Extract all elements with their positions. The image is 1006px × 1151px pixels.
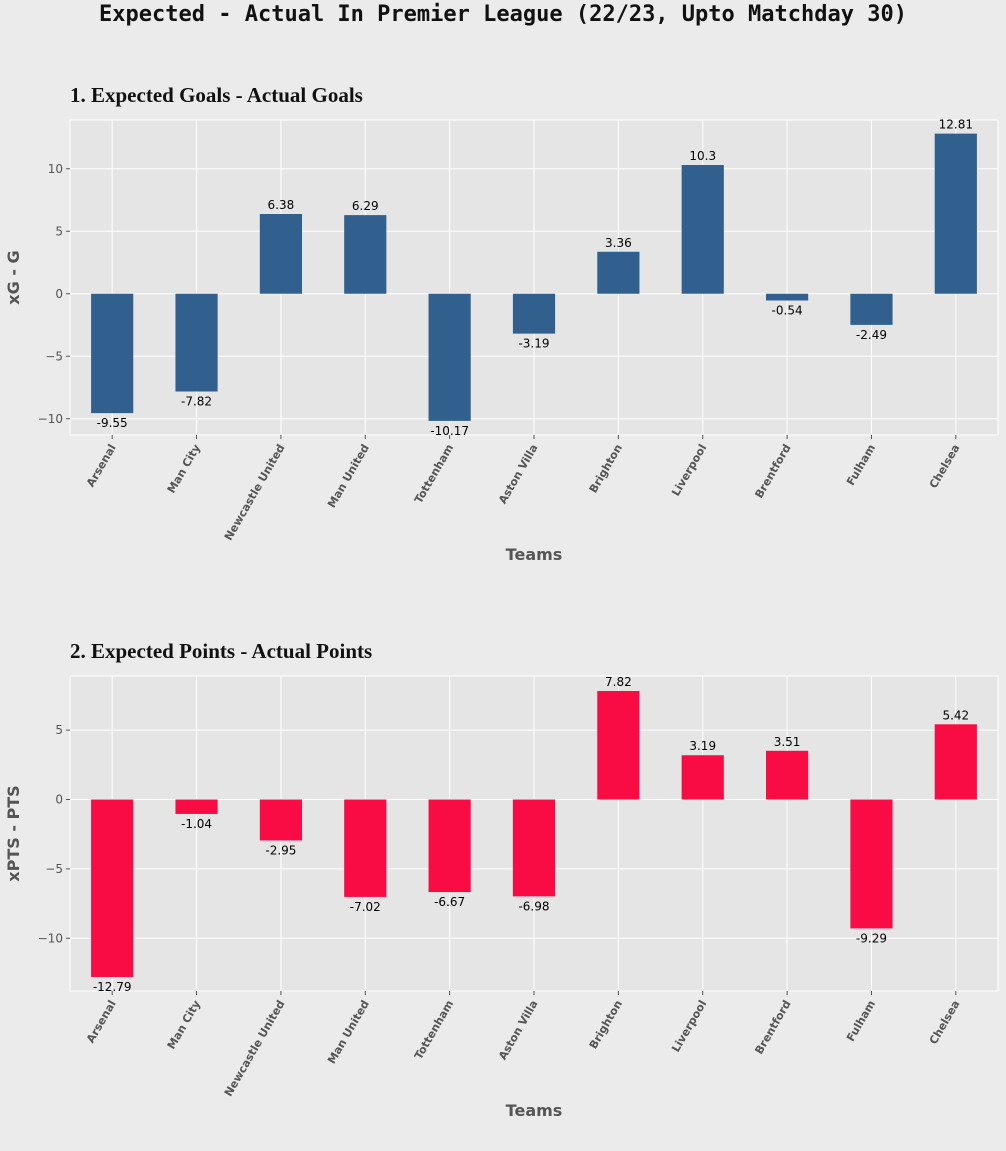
x-tick-label: Newcastle United [222, 998, 288, 1099]
x-tick-label: Brighton [587, 998, 625, 1051]
data-label-brentford: 3.51 [774, 735, 801, 749]
data-label-liverpool: 10.3 [689, 149, 716, 163]
data-label-fulham: -9.29 [856, 931, 887, 945]
bar-tottenham [428, 293, 471, 421]
figure-title: Expected - Actual In Premier League (22/… [99, 2, 907, 27]
data-label-tottenham: -6.67 [434, 895, 465, 909]
bar-man-united [344, 215, 387, 294]
x-tick-label: Arsenal [84, 998, 119, 1045]
x-tick-label: Fulham [844, 442, 878, 488]
data-label-man-united: 6.29 [352, 199, 379, 213]
x-tick-label: Brentford [752, 998, 793, 1056]
xg-chart: 1. Expected Goals - Actual Goals −10 −5 0 5 1… [4, 83, 999, 564]
data-label-man-united: -7.02 [350, 900, 381, 914]
x-tick-label: Man United [325, 442, 372, 510]
bar-fulham [850, 293, 893, 325]
x-axis-label: Teams [506, 545, 563, 564]
bar-arsenal [91, 799, 134, 977]
x-tick-label: Arsenal [84, 442, 119, 489]
data-label-brighton: 7.82 [605, 675, 632, 689]
bar-brentford [766, 750, 809, 800]
bar-aston-villa [512, 293, 556, 334]
x-tick-label: Man City [165, 442, 203, 496]
bar-newcastle-united [259, 799, 302, 841]
data-label-chelsea: 12.81 [939, 118, 973, 132]
bar-brighton [597, 251, 640, 294]
x-tick-label: Brighton [587, 442, 625, 495]
x-tick-label: Chelsea [927, 442, 963, 491]
bar-man-united [344, 799, 387, 897]
bar-brighton [597, 690, 640, 800]
xpts-chart: 2. Expected Points - Actual Points −10 −5 0… [4, 639, 999, 1120]
data-label-man-city: -1.04 [181, 817, 212, 831]
y-tick-label: −10 [38, 412, 63, 426]
bar-chelsea [934, 133, 977, 294]
bar-fulham [850, 799, 893, 929]
x-tick-label: Man United [325, 998, 372, 1066]
data-label-brighton: 3.36 [605, 236, 632, 250]
y-tick-label: 5 [55, 224, 63, 238]
x-tick-label: Tottenham [412, 442, 456, 506]
x-tick-label: Fulham [844, 998, 878, 1044]
data-label-tottenham: -10.17 [430, 424, 469, 438]
x-tick-label: Aston Villa [496, 998, 541, 1062]
data-label-arsenal: -9.55 [97, 416, 128, 430]
chart-title: 1. Expected Goals - Actual Goals [70, 83, 363, 107]
bar-chelsea [934, 724, 977, 800]
chart-title: 2. Expected Points - Actual Points [70, 639, 372, 663]
x-tick-label: Tottenham [412, 998, 456, 1062]
data-label-liverpool: 3.19 [689, 739, 716, 753]
y-tick-label: −5 [45, 349, 63, 363]
data-label-chelsea: 5.42 [942, 708, 969, 722]
bar-liverpool [681, 755, 724, 800]
x-tick-label: Liverpool [669, 442, 709, 498]
data-label-brentford: -0.54 [772, 304, 803, 318]
x-tick-label: Aston Villa [496, 442, 541, 506]
x-tick-label: Newcastle United [222, 442, 288, 543]
data-label-man-city: -7.82 [181, 395, 212, 409]
x-tick-label: Chelsea [927, 998, 963, 1047]
data-label-arsenal: -12.79 [93, 980, 132, 994]
y-tick-label: −10 [38, 931, 63, 945]
y-tick-label: 5 [55, 723, 63, 737]
bar-arsenal [91, 293, 134, 414]
x-axis-label: Teams [506, 1101, 563, 1120]
data-label-fulham: -2.49 [856, 328, 887, 342]
data-label-newcastle-united: -2.95 [265, 843, 296, 857]
x-tick-label: Liverpool [669, 998, 709, 1054]
data-label-aston-villa: -6.98 [518, 899, 549, 913]
y-axis-label: xG - G [4, 250, 23, 304]
bar-newcastle-united [259, 214, 302, 294]
y-axis-label: xPTS - PTS [4, 785, 23, 881]
y-tick-label: 10 [48, 162, 63, 176]
data-label-aston-villa: -3.19 [518, 337, 549, 351]
x-tick-label: Brentford [752, 442, 793, 500]
y-tick-label: 0 [55, 793, 63, 807]
y-tick-label: 0 [55, 287, 63, 301]
x-tick-label: Man City [165, 998, 203, 1052]
bar-tottenham [428, 799, 471, 893]
bar-liverpool [681, 165, 724, 294]
y-tick-label: −5 [45, 862, 63, 876]
bar-man-city [175, 293, 218, 392]
bar-aston-villa [512, 799, 556, 897]
bar-brentford [766, 293, 809, 301]
data-label-newcastle-united: 6.38 [268, 198, 295, 212]
bar-man-city [175, 799, 218, 814]
